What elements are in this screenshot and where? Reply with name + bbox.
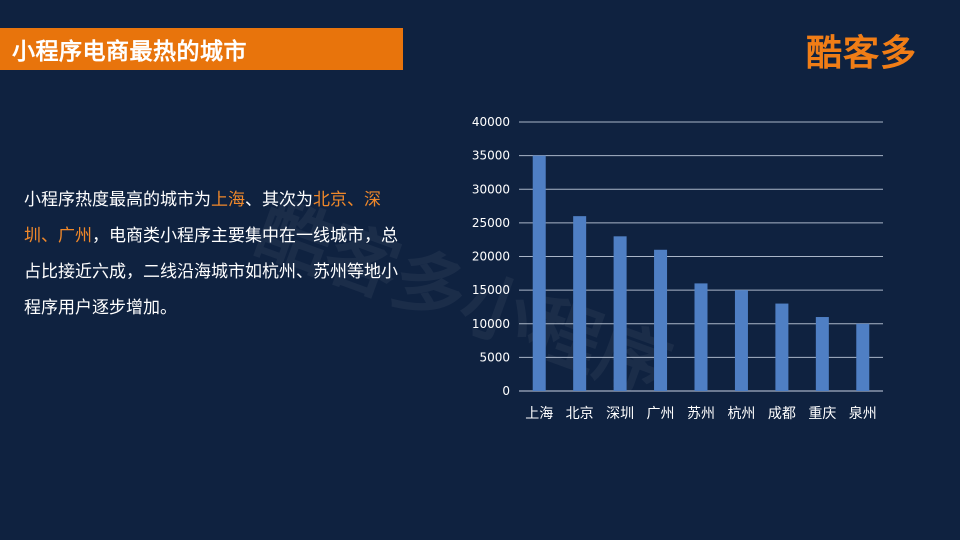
bar-5 (694, 283, 708, 391)
x-category-label: 深圳 (606, 406, 634, 422)
x-category-label: 广州 (647, 406, 675, 422)
body-text-1: 小程序热度最高的城市为 (24, 190, 211, 210)
title-bar: 小程序电商最热的城市 (0, 28, 403, 70)
body-paragraph: 小程序热度最高的城市为上海、其次为北京、深圳、广州，电商类小程序主要集中在一线城… (24, 182, 409, 326)
bar-7 (775, 303, 789, 391)
bar-1 (532, 155, 546, 391)
x-category-label: 重庆 (808, 406, 836, 422)
bar-chart: 0 5000 10000 15000 20000 25000 30000 35000 40000… (472, 115, 883, 422)
x-category-label: 上海 (525, 406, 553, 422)
bar-4 (654, 249, 668, 391)
label-layer: 0 5000 10000 15000 20000 25000 30000 35000 40000… (472, 115, 877, 422)
body-city-1: 上海 (211, 190, 245, 210)
y-tick-label: 25000 (472, 216, 510, 230)
y-tick-label: 30000 (472, 182, 510, 196)
y-tick-label: 5000 (479, 350, 510, 364)
y-tick-label: 35000 (472, 149, 510, 163)
bar-3 (613, 236, 627, 391)
bar-8 (815, 317, 829, 391)
x-category-label: 苏州 (687, 406, 715, 422)
bar-9 (856, 323, 870, 391)
slide-title: 小程序电商最热的城市 (12, 39, 247, 65)
y-tick-label: 40000 (472, 115, 510, 129)
y-tick-label: 15000 (472, 283, 510, 297)
y-tick-label: 10000 (472, 317, 510, 331)
x-category-label: 泉州 (849, 405, 877, 422)
brand-logo: 酷客多 (806, 33, 918, 74)
x-category-label: 北京 (566, 406, 594, 422)
body-text-3: ，电商类小程序主要集中在一线城市，总占比接近六成，二线沿海城市如杭州、苏州等地小… (24, 226, 398, 318)
x-category-label: 成都 (768, 406, 796, 422)
bar-6 (734, 290, 748, 391)
body-text-2: 、其次为 (245, 190, 313, 210)
bar-2 (573, 216, 587, 391)
y-tick-label: 0 (502, 384, 510, 398)
bar-layer (532, 155, 870, 391)
x-category-label: 杭州 (727, 406, 755, 422)
body-city-2: 北京、深圳、广州 (24, 190, 381, 246)
y-tick-label: 20000 (472, 250, 510, 264)
